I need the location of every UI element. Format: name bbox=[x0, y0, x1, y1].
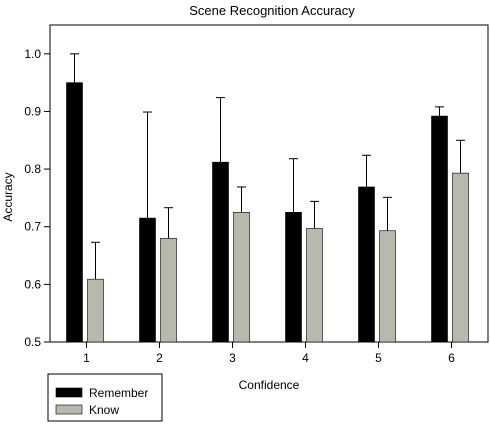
bar-remember-3 bbox=[212, 161, 229, 343]
x-axis-label: Confidence bbox=[239, 378, 300, 392]
bar-remember-5 bbox=[358, 186, 375, 343]
plot-area-frame bbox=[49, 24, 489, 343]
y-axis-label: Accuracy bbox=[1, 172, 15, 221]
x-tick-label: 2 bbox=[156, 351, 163, 365]
bar-remember-1 bbox=[66, 82, 83, 343]
y-tick-label: 0.8 bbox=[24, 162, 41, 176]
bar-remember-4 bbox=[285, 212, 302, 343]
y-axis: 0.5 0.6 0.7 0.8 0.9 1.0 bbox=[24, 47, 50, 349]
x-tick-label: 6 bbox=[448, 351, 455, 365]
y-tick-label: 0.9 bbox=[24, 104, 41, 118]
chart-title: Scene Recognition Accuracy bbox=[189, 3, 355, 18]
y-tick-label: 0.6 bbox=[24, 277, 41, 291]
bar-know-1 bbox=[87, 278, 104, 343]
legend-swatch-know bbox=[55, 404, 83, 415]
x-axis: 1 2 3 4 5 6 bbox=[83, 342, 455, 365]
legend-label-remember: Remember bbox=[89, 386, 148, 400]
legend: Remember Know bbox=[47, 373, 163, 422]
bar-know-4 bbox=[306, 228, 323, 343]
legend-label-know: Know bbox=[89, 403, 119, 417]
bar-know-3 bbox=[233, 212, 250, 343]
x-tick-label: 4 bbox=[302, 351, 309, 365]
bar-remember-2 bbox=[139, 217, 156, 343]
bar-remember-6 bbox=[431, 115, 448, 343]
bar-know-2 bbox=[160, 237, 177, 343]
bar-know-5 bbox=[379, 230, 396, 343]
y-tick-label: 1.0 bbox=[24, 47, 41, 61]
x-tick-label: 5 bbox=[375, 351, 382, 365]
legend-swatch-remember bbox=[55, 387, 83, 398]
x-tick-label: 1 bbox=[83, 351, 90, 365]
bar-know-6 bbox=[452, 172, 469, 343]
y-tick-label: 0.7 bbox=[24, 220, 41, 234]
bars-layer bbox=[66, 53, 469, 343]
x-tick-label: 3 bbox=[229, 351, 236, 365]
y-tick-label: 0.5 bbox=[24, 335, 41, 349]
